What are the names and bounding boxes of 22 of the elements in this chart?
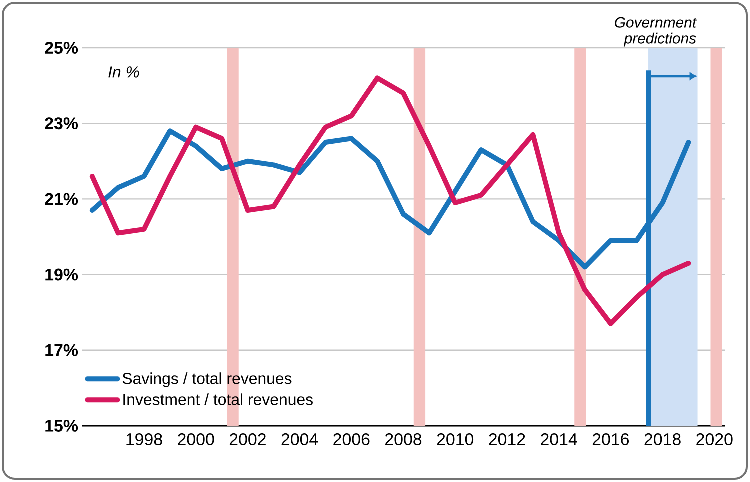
x-tick-label: 1998 bbox=[126, 434, 162, 446]
band-label: Government predictions bbox=[615, 17, 698, 47]
y-tick-label: 23% bbox=[45, 118, 78, 130]
y-tick-label: 21% bbox=[45, 193, 78, 206]
x-tick-label: 2018 bbox=[644, 434, 681, 446]
legend-label: Savings / total revenues bbox=[122, 372, 292, 388]
x-tick-label: 2014 bbox=[541, 434, 578, 446]
x-tick-label: 2016 bbox=[592, 434, 630, 446]
x-tick-label: 2004 bbox=[282, 434, 318, 446]
x-tick-label: 2008 bbox=[386, 434, 422, 446]
y-tick-label: 25% bbox=[45, 42, 78, 54]
y-tick-label: 15% bbox=[46, 420, 78, 432]
x-tick-label: 2010 bbox=[437, 434, 474, 446]
x-tick-label: 2012 bbox=[489, 434, 526, 446]
x-tick-label: 2006 bbox=[334, 434, 370, 446]
y-tick-label: 19% bbox=[46, 268, 78, 281]
x-tick-label: 2002 bbox=[230, 434, 266, 446]
legend-label: Investment / total revenues bbox=[124, 394, 313, 406]
x-tick-label: 2020 bbox=[696, 434, 733, 446]
x-tick-label: 2000 bbox=[178, 434, 214, 446]
y-tick-label: 17% bbox=[46, 344, 78, 356]
annotation: In % bbox=[108, 66, 140, 78]
